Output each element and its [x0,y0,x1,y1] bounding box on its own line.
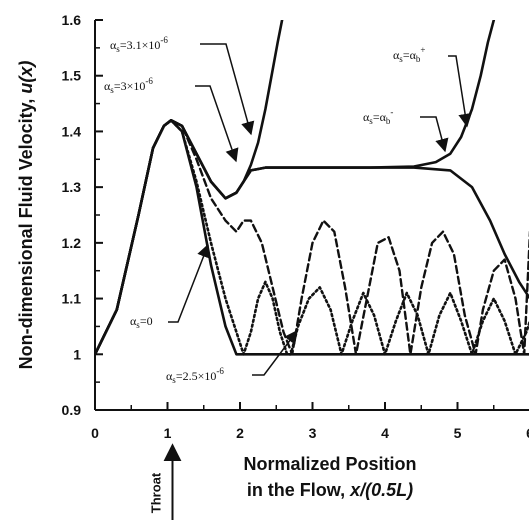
y-ticks: 0.9 1 1.1 1.2 1.3 1.4 1.5 1.6 [62,12,103,418]
series-annotation-label: αs=αb+ [393,45,425,64]
annotation-part: -6 [216,366,224,376]
annotation-part: α [104,79,111,93]
annotation-part: s [172,375,176,385]
x-tick-label: 4 [381,425,389,441]
series-line [95,20,284,356]
annotation-arrow [252,329,298,376]
x-axis-title-line1: Normalized Position [243,454,416,474]
annotation-part: s [110,85,114,95]
x-axis-title-line2: in the Flow, x/(0.5L) [247,480,413,500]
annotation-part: α [363,110,370,124]
x-tick-label: 3 [309,425,317,441]
x-axis-title-math: x/(0.5L) [349,480,413,500]
annotation-part: s [116,44,120,54]
y-axis-title: Non-dimensional Fluid Velocity, u(x) [16,61,36,370]
annotation-arrow [168,243,210,323]
series-annotation-label: αs=3×10-6 [104,76,153,95]
annotation-part: α [110,38,117,52]
series-line [95,119,529,356]
annotation-part: + [420,45,425,55]
y-tick-label: 1.1 [62,291,82,307]
annotation-part: -6 [160,35,168,45]
y-tick-label: 1 [73,346,81,362]
series-annotation-label: αs=2.5×10-6 [166,366,224,385]
y-axis-title-math: u(x) [16,61,36,94]
y-tick-label: 1.4 [62,123,82,139]
x-tick-label: 0 [91,425,99,441]
x-axis-title-text: Normalized Position [243,454,416,474]
annotation-part: b [416,54,421,64]
series-line [95,119,529,356]
throat-label: Throat [149,472,164,513]
y-tick-label: 1.2 [62,235,82,251]
y-tick-label: 1.3 [62,179,82,195]
series-line [95,119,529,356]
series-layer [95,20,529,356]
x-ticks: 0 1 2 3 4 5 6 [91,402,529,441]
annotation-part: α [130,314,137,328]
annotation-part: =2.5×10 [176,369,217,383]
x-tick-label: 1 [164,425,172,441]
x-tick-label: 2 [236,425,244,441]
y-tick-label: 0.9 [62,402,82,418]
annotation-arrow [195,85,239,163]
x-axis-title-prefix: in the Flow, [247,480,350,500]
annotation-arrow [200,43,255,136]
annotation-part: b [386,116,391,126]
y-tick-label: 1.5 [62,68,82,84]
series-annotation-label: αs=3.1×10-6 [110,35,168,54]
annotation-part: s [369,116,373,126]
annotation-arrow [448,55,472,128]
annotation-part: α [166,369,173,383]
x-tick-label: 5 [454,425,462,441]
series-line [95,20,496,356]
y-axis-title-text: Non-dimensional Fluid Velocity, [16,94,36,370]
annotation-part: α [393,48,400,62]
annotation-part: =0 [140,314,153,328]
annotation-part: s [399,54,403,64]
annotation-layer: αs=3.1×10-6αs=3×10-6αs=αb+αs=αb-αs=0αs=2… [104,35,472,385]
x-tick-label: 6 [526,425,529,441]
y-tick-label: 1.6 [62,12,82,28]
annotation-part: =3.1×10 [120,38,161,52]
annotation-part: -6 [145,76,153,86]
series-annotation-label: αs=0 [130,314,153,330]
series-line [95,119,529,356]
series-annotation-label: αs=αb- [363,107,393,126]
annotation-part: s [136,320,140,330]
annotation-arrow [420,116,449,153]
annotation-part: - [390,107,393,117]
annotation-part: =α [403,48,417,62]
annotation-part: =3×10 [114,79,146,93]
annotation-part: =α [373,110,387,124]
